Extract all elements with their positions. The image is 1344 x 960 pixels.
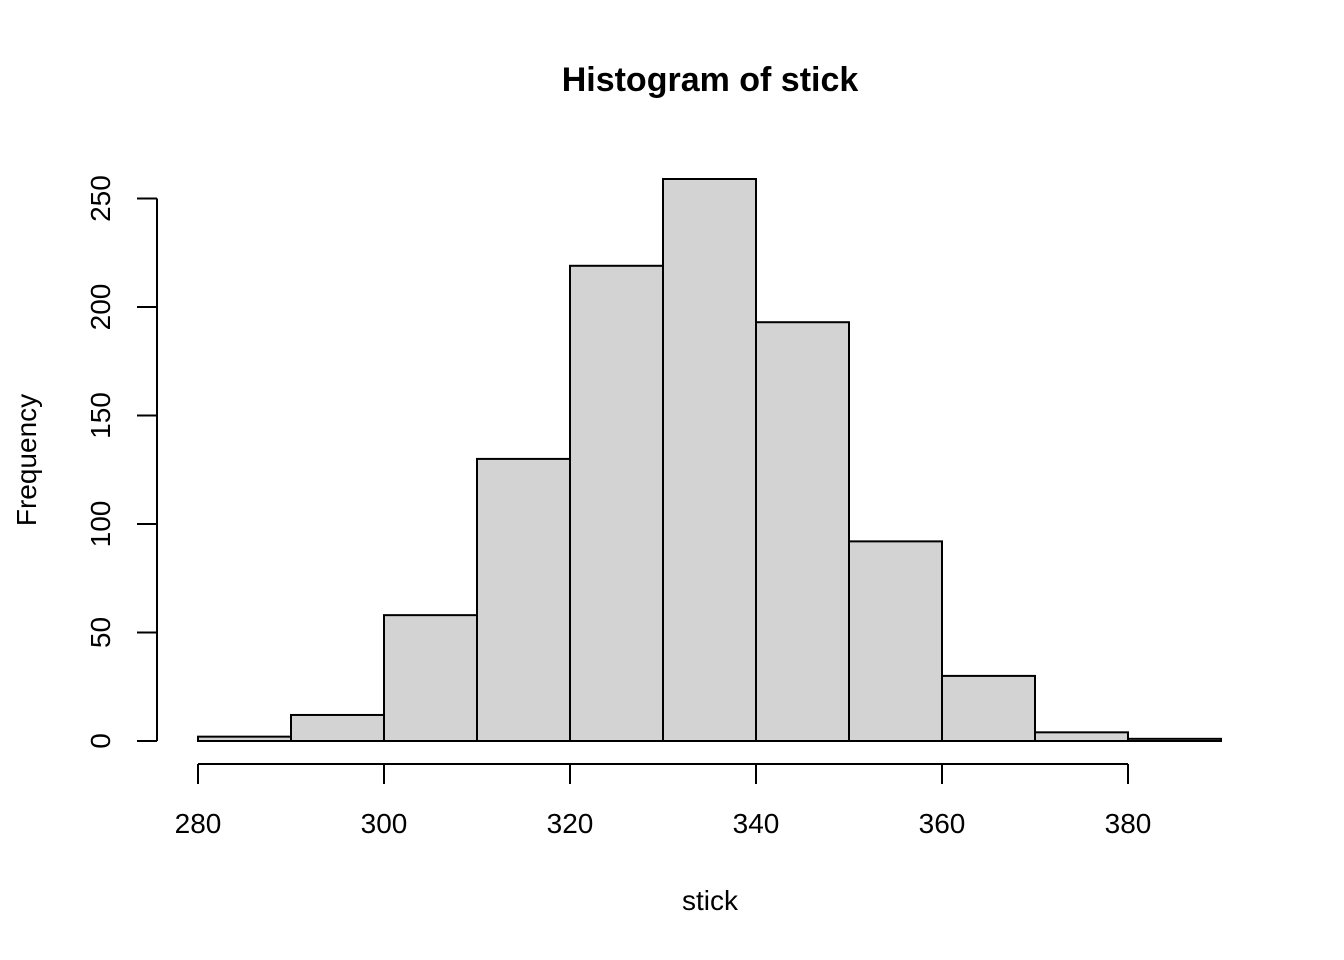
x-tick-label-340: 340: [733, 808, 780, 839]
y-axis-label: Frequency: [11, 394, 42, 526]
x-tick-label-380: 380: [1105, 808, 1152, 839]
y-tick-label-0: 0: [85, 733, 116, 749]
histogram-bar-320-330: [569, 264, 664, 742]
x-axis-label: stick: [682, 885, 739, 916]
histogram-bar-330-340: [662, 178, 757, 742]
histogram-bar-360-370: [941, 674, 1036, 743]
y-tick-label-200: 200: [85, 284, 116, 331]
y-tick-label-250: 250: [85, 175, 116, 222]
x-tick-label-300: 300: [361, 808, 408, 839]
x-tick-label-360: 360: [919, 808, 966, 839]
y-tick-label-50: 50: [85, 617, 116, 648]
chart-title: Histogram of stick: [562, 61, 859, 99]
y-tick-label-100: 100: [85, 501, 116, 548]
y-axis: 0 50 100 150 200 250: [85, 175, 158, 749]
x-tick-label-280: 280: [175, 808, 222, 839]
x-tick-label-320: 320: [547, 808, 594, 839]
histogram-bar-340-350: [755, 321, 850, 742]
histogram-bar-280-290: [197, 735, 292, 742]
histogram-bar-310-320: [476, 457, 571, 742]
histogram-bar-300-310: [383, 614, 478, 743]
histogram-bar-370-380: [1034, 731, 1129, 742]
histogram-bar-290-300: [290, 713, 385, 742]
y-tick-label-150: 150: [85, 392, 116, 439]
histogram-bar-380-390: [1127, 737, 1222, 743]
x-axis: 280 300 320 340 360 380: [175, 763, 1152, 839]
bars-group: [197, 178, 1222, 743]
histogram-bar-350-360: [848, 540, 943, 743]
